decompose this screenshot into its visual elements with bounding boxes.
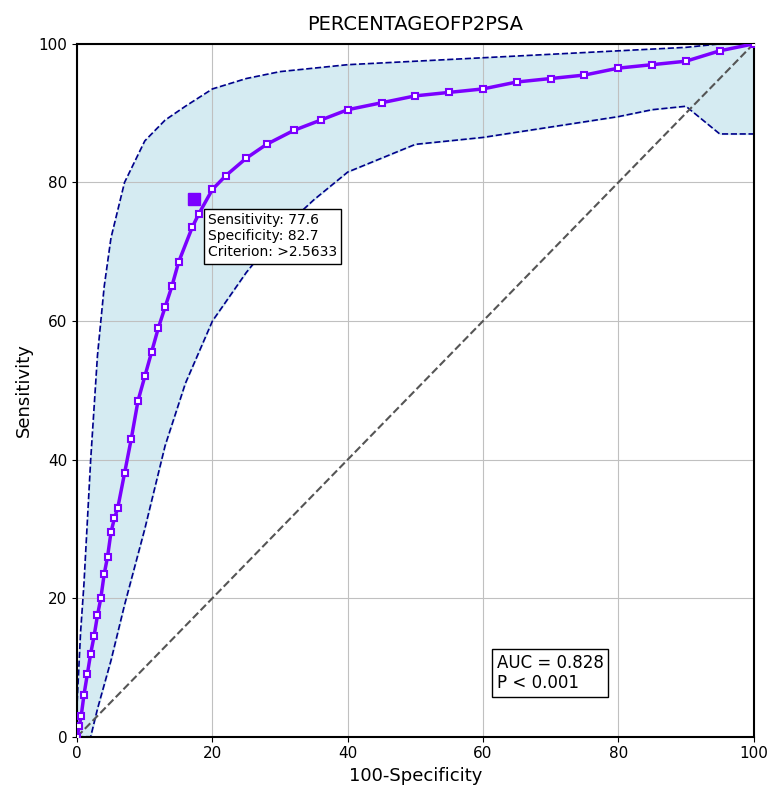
Text: AUC = 0.828
P < 0.001: AUC = 0.828 P < 0.001 [496, 654, 604, 692]
X-axis label: 100-Specificity: 100-Specificity [348, 767, 482, 785]
Text: Sensitivity: 77.6
Specificity: 82.7
Criterion: >2.5633: Sensitivity: 77.6 Specificity: 82.7 Crit… [207, 213, 337, 259]
Title: PERCENTAGEOFP2PSA: PERCENTAGEOFP2PSA [308, 15, 523, 34]
Y-axis label: Sensitivity: Sensitivity [15, 343, 33, 438]
